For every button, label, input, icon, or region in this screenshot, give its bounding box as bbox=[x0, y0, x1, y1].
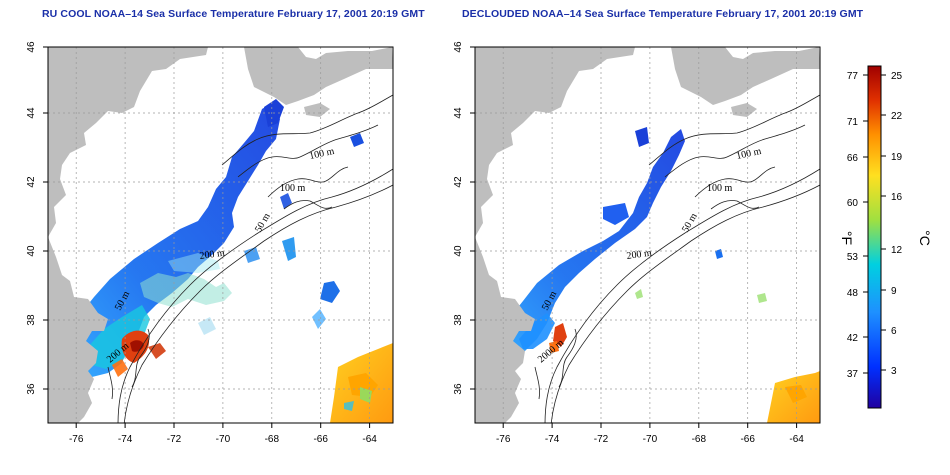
y-tick-label: 36 bbox=[26, 383, 37, 395]
x-tick-label: -76 bbox=[69, 434, 84, 445]
x-tick-label: -76 bbox=[496, 434, 511, 445]
right-map-panel: 100 m 100 m 50 m 200 m 50 m 2000 m -76 -… bbox=[453, 41, 821, 445]
y-tick-label: 44 bbox=[26, 107, 37, 119]
x-tick-label: -68 bbox=[692, 434, 707, 445]
y-tick-label: 42 bbox=[26, 176, 37, 188]
x-tick-label: -74 bbox=[545, 434, 560, 445]
fahrenheit-tick: 60 bbox=[847, 198, 859, 209]
celsius-tick: 9 bbox=[891, 286, 897, 297]
y-tick-label: 40 bbox=[453, 245, 464, 257]
left-map-panel: 100 m 100 m 50 m 200 m 50 m 200 m -76 -7… bbox=[26, 41, 394, 445]
celsius-tick: 16 bbox=[891, 192, 903, 203]
y-tick-label: 38 bbox=[453, 314, 464, 326]
x-tick-label: -72 bbox=[594, 434, 609, 445]
x-tick-label: -70 bbox=[643, 434, 658, 445]
celsius-tick: 3 bbox=[891, 366, 897, 377]
contour-label: 100 m bbox=[707, 183, 733, 194]
fahrenheit-tick: 37 bbox=[847, 369, 859, 380]
celsius-tick: 25 bbox=[891, 71, 903, 82]
x-tick-label: -64 bbox=[789, 434, 804, 445]
x-tick-label: -64 bbox=[362, 434, 377, 445]
contour-label: 100 m bbox=[735, 146, 762, 162]
right-sst-field bbox=[497, 127, 820, 423]
fahrenheit-tick: 77 bbox=[847, 71, 859, 82]
fahrenheit-tick: 42 bbox=[847, 333, 859, 344]
x-tick-label: -74 bbox=[118, 434, 133, 445]
celsius-unit-label: °C bbox=[917, 230, 933, 246]
fahrenheit-unit-label: °F bbox=[839, 231, 855, 245]
fahrenheit-tick: 53 bbox=[847, 252, 859, 263]
y-tick-label: 42 bbox=[453, 176, 464, 188]
celsius-tick: 6 bbox=[891, 326, 897, 337]
contour-label: 200 m bbox=[626, 248, 653, 262]
left-panel-title: RU COOL NOAA–14 Sea Surface Temperature … bbox=[42, 8, 425, 20]
y-tick-label: 46 bbox=[453, 41, 464, 53]
x-tick-label: -70 bbox=[216, 434, 231, 445]
x-tick-label: -66 bbox=[740, 434, 755, 445]
colorbar-gradient bbox=[867, 65, 882, 409]
y-tick-label: 44 bbox=[453, 107, 464, 119]
fahrenheit-tick: 71 bbox=[847, 117, 859, 128]
y-tick-label: 46 bbox=[26, 41, 37, 53]
fahrenheit-tick: 66 bbox=[847, 153, 859, 164]
contour-label: 200 m bbox=[199, 248, 226, 262]
right-panel-title: DECLOUDED NOAA–14 Sea Surface Temperatur… bbox=[462, 8, 864, 20]
temperature-colorbar: 77 71 66 60 53 48 42 37 25 22 19 16 12 9… bbox=[839, 65, 933, 409]
contour-label: 100 m bbox=[308, 146, 335, 162]
contour-label: 100 m bbox=[280, 183, 306, 194]
celsius-tick: 22 bbox=[891, 111, 903, 122]
x-tick-label: -68 bbox=[265, 434, 280, 445]
y-tick-label: 36 bbox=[453, 383, 464, 395]
celsius-tick: 19 bbox=[891, 152, 903, 163]
fahrenheit-tick: 48 bbox=[847, 288, 859, 299]
x-tick-label: -72 bbox=[167, 434, 182, 445]
y-tick-label: 38 bbox=[26, 314, 37, 326]
x-tick-label: -66 bbox=[313, 434, 328, 445]
celsius-tick: 12 bbox=[891, 245, 903, 256]
y-tick-label: 40 bbox=[26, 245, 37, 257]
